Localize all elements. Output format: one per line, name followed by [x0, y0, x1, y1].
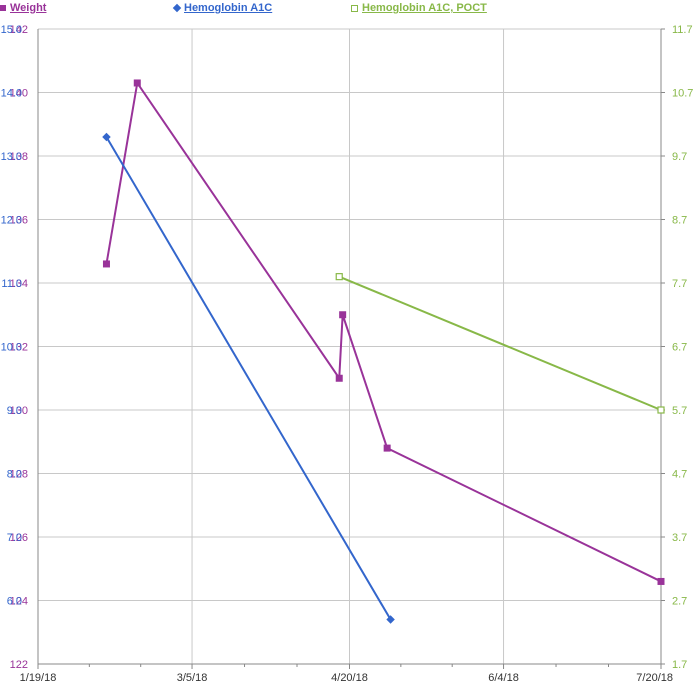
data-point-weight[interactable] [133, 79, 141, 87]
chart-axes [37, 28, 665, 669]
y-tick-label-weight: 138 [10, 151, 28, 163]
y-tick-label-weight: 132 [10, 342, 28, 354]
diamond-marker-icon [172, 3, 182, 13]
chart-series [102, 79, 665, 624]
y-tick-label-poct: 6.7 [672, 342, 687, 354]
data-point-hemoglobin-a1c-poct[interactable] [657, 406, 665, 414]
y-tick-label-hemoglobin-a1c: 6.0 [7, 596, 22, 608]
x-tick-label: 6/4/18 [488, 672, 519, 684]
series-line-weight [105, 80, 662, 583]
y-tick-label-poct: 4.7 [672, 469, 687, 481]
y-tick-label-weight: 126 [10, 532, 28, 544]
data-point-weight[interactable] [339, 311, 347, 319]
y-tick-label-poct: 11.7 [672, 24, 693, 36]
y-tick-label-weight: 136 [10, 215, 28, 227]
y-tick-label-poct: 1.7 [672, 659, 687, 671]
y-tick-label-hemoglobin-a1c: 10.0 [1, 342, 22, 354]
series-line-hemoglobin-a1c-poct [338, 275, 662, 411]
data-point-hemoglobin-a1c[interactable] [102, 132, 111, 142]
data-point-weight[interactable] [335, 374, 343, 382]
y-tick-label-poct: 10.7 [672, 88, 693, 100]
y-tick-label-weight: 124 [10, 596, 28, 608]
y-tick-label-weight: 140 [10, 88, 28, 100]
data-point-weight[interactable] [102, 260, 110, 268]
series-line-hemoglobin-a1c [105, 136, 392, 621]
tick-labels: 142 140 138 136 134 132 130 128 126 124 122 15.0 14.… [1, 24, 694, 684]
x-tick-label: 3/5/18 [177, 672, 208, 684]
y-tick-label-poct: 2.7 [672, 596, 687, 608]
data-point-weight[interactable] [657, 577, 665, 585]
y-tick-label-weight: 142 [10, 24, 28, 36]
data-point-weight[interactable] [383, 444, 391, 452]
y-tick-label-hemoglobin-a1c: 11.0 [1, 278, 22, 290]
y-tick-label-poct: 9.7 [672, 151, 687, 163]
y-tick-label-hemoglobin-a1c: 14.0 [1, 88, 22, 100]
open-square-marker-icon [351, 4, 358, 12]
legend-label-hemoglobin-a1c-poct: Hemoglobin A1C, POCT [362, 2, 487, 14]
legend-item-weight[interactable]: Weight [0, 1, 46, 15]
y-tick-label-hemoglobin-a1c: 9.0 [7, 405, 22, 417]
square-marker-icon [0, 5, 6, 11]
y-tick-label-poct: 5.7 [672, 405, 687, 417]
y-tick-label-weight: 128 [10, 469, 28, 481]
y-tick-label-hemoglobin-a1c: 15.0 [1, 24, 22, 36]
y-tick-label-weight: 130 [10, 405, 28, 417]
legend-item-hemoglobin-a1c-poct[interactable]: Hemoglobin A1C, POCT [351, 1, 487, 15]
y-tick-label-hemoglobin-a1c: 12.0 [1, 215, 22, 227]
chart-grid [38, 28, 661, 665]
y-tick-label-hemoglobin-a1c: 8.0 [7, 469, 22, 481]
data-point-hemoglobin-a1c[interactable] [386, 615, 395, 624]
y-tick-label-weight: 122 [10, 659, 28, 671]
legend-label-weight: Weight [10, 2, 47, 14]
y-tick-label-poct: 7.7 [672, 278, 687, 290]
x-tick-label: 7/20/18 [636, 672, 673, 684]
legend-label-hemoglobin-a1c: Hemoglobin A1C [184, 2, 273, 14]
x-tick-label: 4/20/18 [331, 672, 368, 684]
y-tick-label-hemoglobin-a1c: 7.0 [7, 532, 22, 544]
y-tick-label-weight: 134 [10, 278, 28, 290]
y-tick-label-poct: 8.7 [672, 215, 687, 227]
x-tick-label: 1/19/18 [20, 672, 57, 684]
legend-item-hemoglobin-a1c[interactable]: Hemoglobin A1C [172, 1, 273, 15]
data-point-hemoglobin-a1c-poct[interactable] [335, 273, 343, 281]
y-tick-label-poct: 3.7 [672, 532, 687, 544]
y-tick-label-hemoglobin-a1c: 13.0 [1, 151, 22, 163]
